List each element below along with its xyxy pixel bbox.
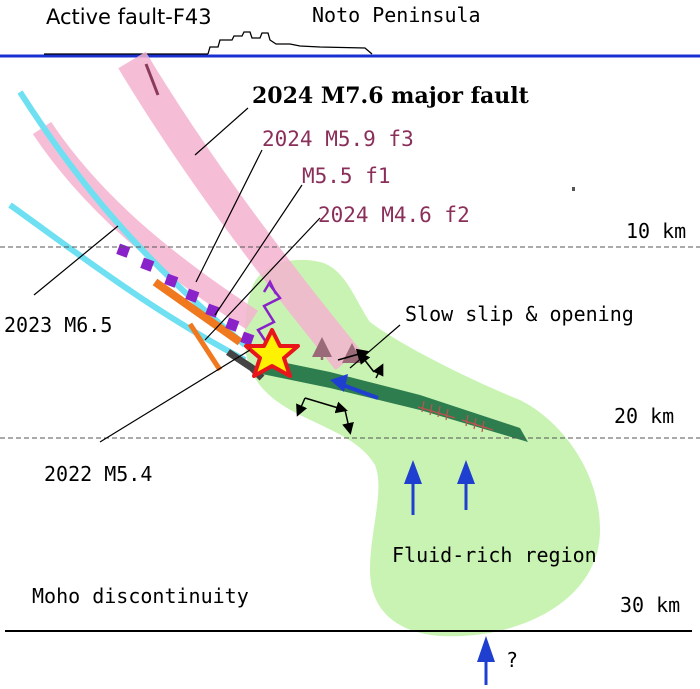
label-peninsula: Noto Peninsula [312, 3, 481, 27]
label-m54: 2022 M5.4 [44, 462, 152, 486]
label-fluid-region: Fluid-rich region [392, 543, 597, 567]
m65-fault-lower [8, 202, 247, 363]
label-m59: 2024 M5.9 f3 [262, 127, 414, 151]
label-depth-10km: 10 km [626, 219, 686, 243]
slip-arrow [339, 382, 379, 400]
slow-slip-slab [262, 358, 528, 442]
opening-marks [417, 400, 494, 433]
f3-fault-band [32, 121, 259, 330]
leader-lines [33, 107, 401, 443]
aftershock-markers [116, 243, 255, 346]
label-m46: 2024 M4.6 f2 [318, 203, 470, 227]
major-fault-band [118, 51, 361, 371]
label-major-fault: 2024 M7.6 major fault [252, 83, 530, 109]
f2-segment [187, 322, 223, 372]
label-m55: M5.5 f1 [302, 164, 391, 188]
label-moho: Moho discontinuity [32, 584, 249, 608]
label-active-fault: Active fault-F43 [46, 5, 212, 29]
label-depth-30km: 30 km [620, 593, 680, 617]
m65-fault-upper [17, 90, 247, 348]
fluid-arrows [404, 460, 495, 685]
label-question-mark: ? [506, 648, 518, 672]
trigger-zigzag [256, 284, 282, 346]
topography-profile [207, 31, 373, 55]
f1-segment [152, 278, 243, 346]
label-depth-20km: 20 km [614, 404, 674, 428]
label-m65: 2023 M6.5 [4, 313, 112, 337]
label-slow-slip: Slow slip & opening [405, 302, 634, 326]
mainshock-star [244, 328, 300, 378]
